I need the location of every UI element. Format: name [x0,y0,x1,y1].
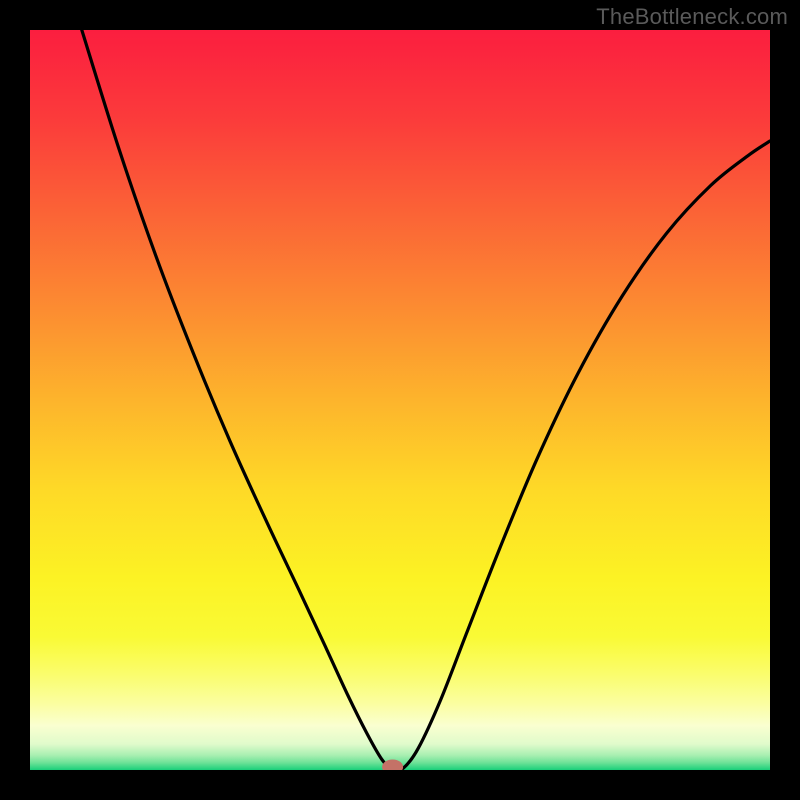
watermark-text: TheBottleneck.com [596,4,788,30]
optimal-point-marker [383,760,403,770]
plot-area [30,30,770,770]
chart-svg [30,30,770,770]
plot-background [30,30,770,770]
chart-container: TheBottleneck.com [0,0,800,800]
